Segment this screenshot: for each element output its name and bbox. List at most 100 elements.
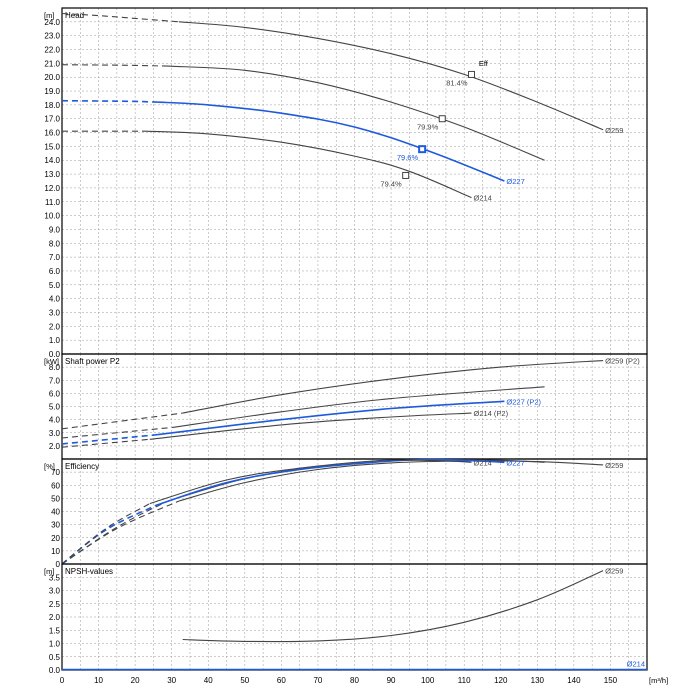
- duty-point-marker: [468, 70, 475, 78]
- x-tick-label: 130: [531, 676, 545, 685]
- series-259-extrapolated: [61, 500, 180, 565]
- panel-title: NPSH-values: [65, 567, 113, 576]
- y-tick-label: 1.0: [49, 640, 61, 649]
- y-tick-label: 22.0: [44, 46, 60, 55]
- series-label: Ø214: [474, 458, 492, 467]
- series-214-p2-extrapolated: [61, 438, 150, 448]
- y-tick-label: 30: [51, 521, 60, 530]
- x-tick-label: 80: [350, 676, 359, 685]
- series-259: [178, 21, 604, 131]
- y-tick-label: 2.0: [49, 322, 61, 331]
- y-tick-label: 6.0: [49, 267, 61, 276]
- y-tick-label: 4.0: [49, 416, 61, 425]
- series-shaft-power-p2-curve-extrapolated: [61, 426, 172, 439]
- y-tick-label: 23.0: [44, 32, 60, 41]
- y-tick-label: 3.0: [49, 308, 61, 317]
- y-tick-label: 19.0: [44, 87, 60, 96]
- series-259-p2-extrapolated: [61, 412, 183, 430]
- series-label: Ø259: [605, 567, 623, 576]
- y-tick-label: 1.0: [49, 336, 61, 345]
- y-tick-label: 5.0: [49, 403, 61, 412]
- y-tick-label: 10: [51, 547, 60, 556]
- y-tick-label: 3.5: [49, 573, 61, 582]
- series-259-extrapolated: [61, 12, 180, 23]
- y-tick-label: 13.0: [44, 170, 60, 179]
- series-label: Ø259: [605, 461, 623, 470]
- chart-panels: 0.0 1.0 2.0 3.0 4.0 5.0 6.0 7.0 8.0 9.0 10.0 11.0 12…: [44, 7, 648, 675]
- y-tick-label: 15.0: [44, 142, 60, 151]
- panel-shaft-power-p2: 2.0 3.0 4.0 5.0 6.0 7.0 8.0[kW] Shaft power P2 Ø…: [44, 353, 648, 460]
- x-tick-label: 0: [60, 676, 65, 685]
- series-label: Ø214: [474, 194, 492, 203]
- y-tick-label: 18.0: [44, 101, 60, 110]
- y-axis-unit: [%]: [44, 462, 55, 471]
- series-214: [146, 130, 472, 199]
- x-tick-label: 40: [204, 676, 213, 685]
- series-head-curve-extrapolated: [61, 64, 169, 67]
- x-tick-label: 60: [277, 676, 286, 685]
- annotation-label: Eff: [479, 59, 489, 68]
- panel-title: Shaft power P2: [65, 357, 120, 366]
- y-axis-unit: [m]: [44, 11, 54, 20]
- y-axis-unit: [m]: [44, 567, 54, 576]
- series-259-p2: [182, 360, 604, 414]
- series-259: [182, 570, 604, 643]
- series-label: Ø227: [506, 458, 524, 467]
- y-tick-label: 6.0: [49, 389, 61, 398]
- y-tick-label: 21.0: [44, 59, 60, 68]
- duty-point-marker: [418, 145, 427, 154]
- series-214-p2: [149, 412, 472, 440]
- duty-point-marker: [438, 115, 446, 123]
- efficiency-label: 79.4%: [380, 179, 402, 188]
- x-tick-label: 100: [421, 676, 435, 685]
- y-tick-label: 50: [51, 494, 60, 503]
- y-tick-label: 2.5: [49, 600, 61, 609]
- efficiency-label: 81.4%: [446, 78, 468, 87]
- y-tick-label: 60: [51, 481, 60, 490]
- y-tick-label: 0: [56, 560, 61, 569]
- y-tick-label: 20: [51, 534, 60, 543]
- y-tick-label: 7.0: [49, 376, 61, 385]
- y-tick-label: 16.0: [44, 129, 60, 138]
- series-label: Ø214 (P2): [474, 409, 509, 418]
- panel-npsh-values: 0.0 0.5 1.0 1.5 2.0 2.5 3.0 3.5[m] NPSH-values Ø2…: [44, 563, 648, 675]
- series-head-curve: [167, 65, 545, 161]
- y-tick-label: 12.0: [44, 184, 60, 193]
- series-227-extrapolated: [61, 99, 158, 103]
- series-227-p2: [157, 400, 505, 436]
- panel-title: Head: [65, 11, 84, 20]
- series-label: Ø259 (P2): [605, 357, 640, 366]
- y-tick-label: 9.0: [49, 225, 61, 234]
- y-tick-label: 2.0: [49, 442, 61, 451]
- series-227: [156, 458, 505, 506]
- y-tick-label: 8.0: [49, 239, 61, 248]
- y-tick-label: 1.5: [49, 626, 61, 635]
- series-shaft-power-p2-curve: [171, 386, 545, 429]
- series-label: Ø227 (P2): [506, 397, 541, 406]
- y-tick-label: 0.5: [49, 653, 61, 662]
- y-tick-label: 3.0: [49, 587, 61, 596]
- y-tick-label: 7.0: [49, 253, 61, 262]
- series-efficiency-curve-extrapolated: [61, 500, 169, 565]
- series-label: Ø227: [506, 177, 524, 186]
- series-214-extrapolated: [61, 503, 151, 565]
- y-tick-label: 0.0: [49, 350, 61, 359]
- y-tick-label: 4.0: [49, 295, 61, 304]
- efficiency-label: 79.6%: [397, 153, 419, 162]
- y-tick-label: 0.0: [49, 666, 61, 675]
- panel-head: 0.0 1.0 2.0 3.0 4.0 5.0 6.0 7.0 8.0 9.0 10.0 11.0 12…: [44, 7, 648, 359]
- panel-title: Efficiency: [65, 462, 99, 471]
- series-214: [149, 459, 472, 505]
- x-axis-unit: [m³/h]: [649, 676, 668, 685]
- series-227: [157, 101, 505, 182]
- y-tick-label: 2.0: [49, 613, 61, 622]
- y-tick-label: 17.0: [44, 115, 60, 124]
- y-tick-label: 5.0: [49, 281, 61, 290]
- x-tick-label: 110: [458, 676, 471, 685]
- series-label: Ø259: [605, 126, 623, 135]
- y-tick-label: 70: [51, 468, 60, 477]
- x-tick-label: 90: [387, 676, 396, 685]
- y-tick-label: 20.0: [44, 73, 60, 82]
- series-label: Ø214: [627, 659, 645, 668]
